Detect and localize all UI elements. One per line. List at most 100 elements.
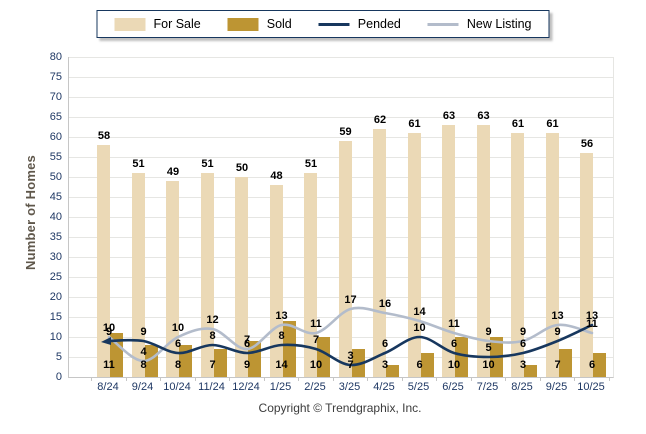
bar-label-for-sale: 51	[304, 158, 318, 170]
x-tick-mark	[539, 378, 541, 381]
bar-for-sale	[407, 133, 421, 377]
x-tick-mark	[332, 378, 334, 381]
line-label-pended: 9	[105, 326, 113, 338]
legend-item-pended: Pended	[318, 17, 401, 31]
legend-item-sold: Sold	[227, 17, 292, 31]
bar-sold	[420, 353, 434, 377]
bar-for-sale	[338, 141, 352, 377]
line-label-new-listing: 9	[519, 326, 527, 338]
bar-for-sale	[304, 173, 317, 377]
bar-sold	[110, 333, 123, 377]
bar-label-for-sale: 61	[511, 118, 525, 130]
legend-label-pended: Pended	[357, 17, 401, 31]
x-tick-mark	[160, 378, 161, 381]
line-label-new-listing: 10	[102, 322, 116, 334]
bar-label-for-sale: 49	[166, 166, 180, 178]
legend-item-for-sale: For Sale	[114, 17, 201, 31]
gridline	[69, 97, 613, 98]
x-tick-label: 6/25	[442, 381, 464, 393]
y-tick-label: 0	[55, 371, 62, 383]
x-tick-label: 1/25	[269, 381, 292, 393]
bar-for-sale	[511, 133, 524, 377]
line-label-pended: 7	[312, 334, 320, 346]
line-label-new-listing: 17	[344, 294, 357, 306]
bar-label-for-sale: 63	[477, 110, 490, 122]
copyright-text: Copyright © Trendgraphix, Inc.	[258, 401, 422, 415]
bar-label-sold: 6	[416, 359, 423, 371]
bar-label-for-sale: 48	[270, 170, 283, 182]
bar-label-sold: 7	[347, 359, 354, 371]
line-label-pended: 8	[209, 330, 216, 342]
plot-area: 58 51 49 51 50 48 51 59 62 61 63 63 61 61 56 11 8 8 7 9 14 10…	[68, 57, 614, 378]
bar-label-for-sale: 62	[373, 114, 387, 126]
trend-lines	[101, 306, 594, 367]
x-tick-label: 3/25	[338, 381, 361, 393]
x-tick-label: 10/24	[163, 381, 191, 393]
bar-label-sold: 14	[275, 359, 288, 371]
line-label-new-listing: 11	[310, 318, 322, 330]
bar-label-sold: 8	[140, 359, 147, 371]
pended-line-start-marker-icon	[101, 337, 111, 345]
y-tick-label: 60	[49, 131, 62, 143]
x-tick-mark	[194, 378, 196, 381]
pended-line	[107, 323, 594, 367]
y-tick-label: 80	[49, 51, 62, 63]
line-label-new-listing: 7	[243, 334, 251, 346]
chart-legend: For Sale Sold Pended New Listing	[96, 10, 550, 38]
bar-label-for-sale: 50	[235, 162, 249, 174]
x-tick-mark	[608, 378, 610, 381]
x-tick-label: 10/25	[577, 381, 605, 393]
x-tick-label: 9/24	[131, 381, 154, 393]
line-label-new-listing: 11	[448, 318, 460, 330]
bar-label-sold: 7	[554, 359, 561, 371]
for-sale-swatch-icon	[114, 17, 146, 31]
line-label-pended: 5	[485, 342, 492, 354]
line-label-pended: 10	[413, 322, 426, 334]
pended-line-swatch-icon	[318, 22, 350, 26]
legend-label-sold: Sold	[266, 17, 292, 31]
line-label-pended: 3	[347, 350, 354, 362]
bar-label-for-sale: 61	[546, 118, 559, 130]
bar-label-sold: 8	[174, 359, 182, 371]
y-tick-label: 50	[49, 171, 62, 183]
bar-for-sale	[580, 153, 593, 377]
x-tick-label: 8/24	[97, 381, 119, 393]
bar-label-sold: 6	[588, 359, 596, 371]
bar-label-for-sale: 59	[339, 126, 352, 138]
line-label-new-listing: 13	[551, 310, 564, 322]
y-tick-label: 75	[49, 71, 62, 83]
line-label-new-listing: 16	[378, 298, 392, 310]
bar-label-sold: 11	[103, 359, 115, 371]
x-tick-mark	[229, 378, 230, 381]
bar-sold	[317, 337, 330, 377]
y-tick-label: 40	[49, 211, 62, 223]
bar-label-sold: 10	[447, 359, 461, 371]
x-tick-label: 5/25	[407, 381, 430, 393]
bar-for-sale	[131, 173, 145, 377]
x-tick-label: 7/25	[476, 381, 499, 393]
line-label-pended: 8	[278, 330, 285, 342]
x-tick-label: 4/25	[373, 381, 395, 393]
y-tick-label: 55	[49, 151, 62, 163]
legend-item-new-listing: New Listing	[427, 17, 532, 31]
x-tick-label: 12/24	[232, 381, 260, 393]
y-tick-label: 20	[49, 291, 62, 303]
bar-label-for-sale: 61	[408, 118, 421, 130]
bar-label-for-sale: 51	[201, 158, 214, 170]
y-tick-label: 5	[55, 351, 62, 363]
bar-sold	[524, 365, 537, 377]
bar-label-sold: 3	[519, 359, 527, 371]
bar-for-sale	[200, 173, 214, 377]
bar-label-sold: 7	[209, 359, 216, 371]
legend-label-new-listing: New Listing	[466, 17, 532, 31]
bar-for-sale	[545, 133, 559, 377]
bar-label-sold: 9	[243, 359, 251, 371]
bar-label-for-sale: 56	[580, 138, 594, 150]
x-tick-mark	[91, 378, 92, 381]
x-tick-mark	[263, 378, 265, 381]
bar-label-for-sale: 58	[97, 130, 111, 142]
y-tick-label: 15	[49, 311, 62, 323]
bar-for-sale	[442, 125, 455, 377]
bar-sold	[593, 353, 606, 377]
